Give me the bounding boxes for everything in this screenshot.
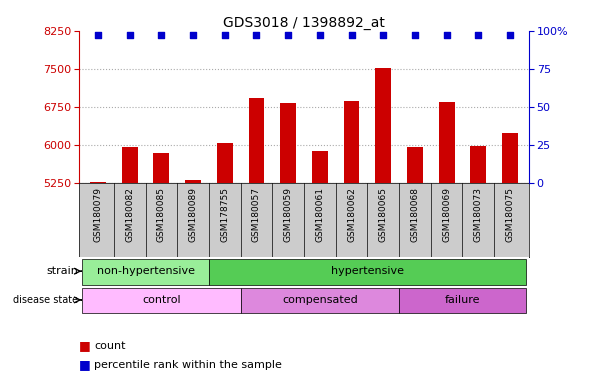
Text: GSM180057: GSM180057 [252, 187, 261, 242]
Bar [185, 180, 201, 183]
Bar [82, 288, 241, 313]
Title: GDS3018 / 1398892_at: GDS3018 / 1398892_at [223, 16, 385, 30]
Bar [471, 146, 486, 183]
Text: count: count [94, 341, 126, 351]
Point [283, 32, 293, 38]
Text: GSM178755: GSM178755 [220, 187, 229, 242]
Bar [502, 133, 518, 183]
Text: GSM180079: GSM180079 [94, 187, 103, 242]
Text: GSM180062: GSM180062 [347, 187, 356, 242]
Point [188, 32, 198, 38]
Text: ■: ■ [79, 339, 95, 352]
Point [125, 32, 134, 38]
Bar [344, 101, 359, 183]
Bar [209, 259, 526, 285]
Point [410, 32, 420, 38]
Point [156, 32, 166, 38]
Bar [153, 152, 170, 183]
Bar [399, 288, 526, 313]
Text: GSM180068: GSM180068 [410, 187, 420, 242]
Text: disease state: disease state [13, 295, 78, 305]
Bar [438, 102, 455, 183]
Point [505, 32, 515, 38]
Bar [82, 259, 209, 285]
Text: GSM180073: GSM180073 [474, 187, 483, 242]
Text: percentile rank within the sample: percentile rank within the sample [94, 360, 282, 370]
Bar [122, 147, 137, 183]
Bar [249, 98, 264, 183]
Bar [407, 147, 423, 183]
Text: ■: ■ [79, 358, 95, 371]
Text: control: control [142, 295, 181, 305]
Point [347, 32, 356, 38]
Bar [217, 143, 233, 183]
Text: GSM180061: GSM180061 [316, 187, 324, 242]
Point [252, 32, 261, 38]
Text: compensated: compensated [282, 295, 358, 305]
Text: strain: strain [47, 266, 78, 276]
Text: GSM180065: GSM180065 [379, 187, 388, 242]
Bar [280, 103, 296, 183]
Text: GSM180059: GSM180059 [284, 187, 292, 242]
Text: non-hypertensive: non-hypertensive [97, 266, 195, 276]
Bar [241, 288, 399, 313]
Point [315, 32, 325, 38]
Bar [375, 68, 391, 183]
Point [474, 32, 483, 38]
Text: GSM180085: GSM180085 [157, 187, 166, 242]
Text: GSM180075: GSM180075 [505, 187, 514, 242]
Text: failure: failure [444, 295, 480, 305]
Bar [90, 182, 106, 183]
Bar [312, 152, 328, 183]
Text: GSM180089: GSM180089 [188, 187, 198, 242]
Point [93, 32, 103, 38]
Text: GSM180069: GSM180069 [442, 187, 451, 242]
Point [378, 32, 388, 38]
Point [442, 32, 452, 38]
Text: hypertensive: hypertensive [331, 266, 404, 276]
Text: GSM180082: GSM180082 [125, 187, 134, 242]
Point [220, 32, 230, 38]
